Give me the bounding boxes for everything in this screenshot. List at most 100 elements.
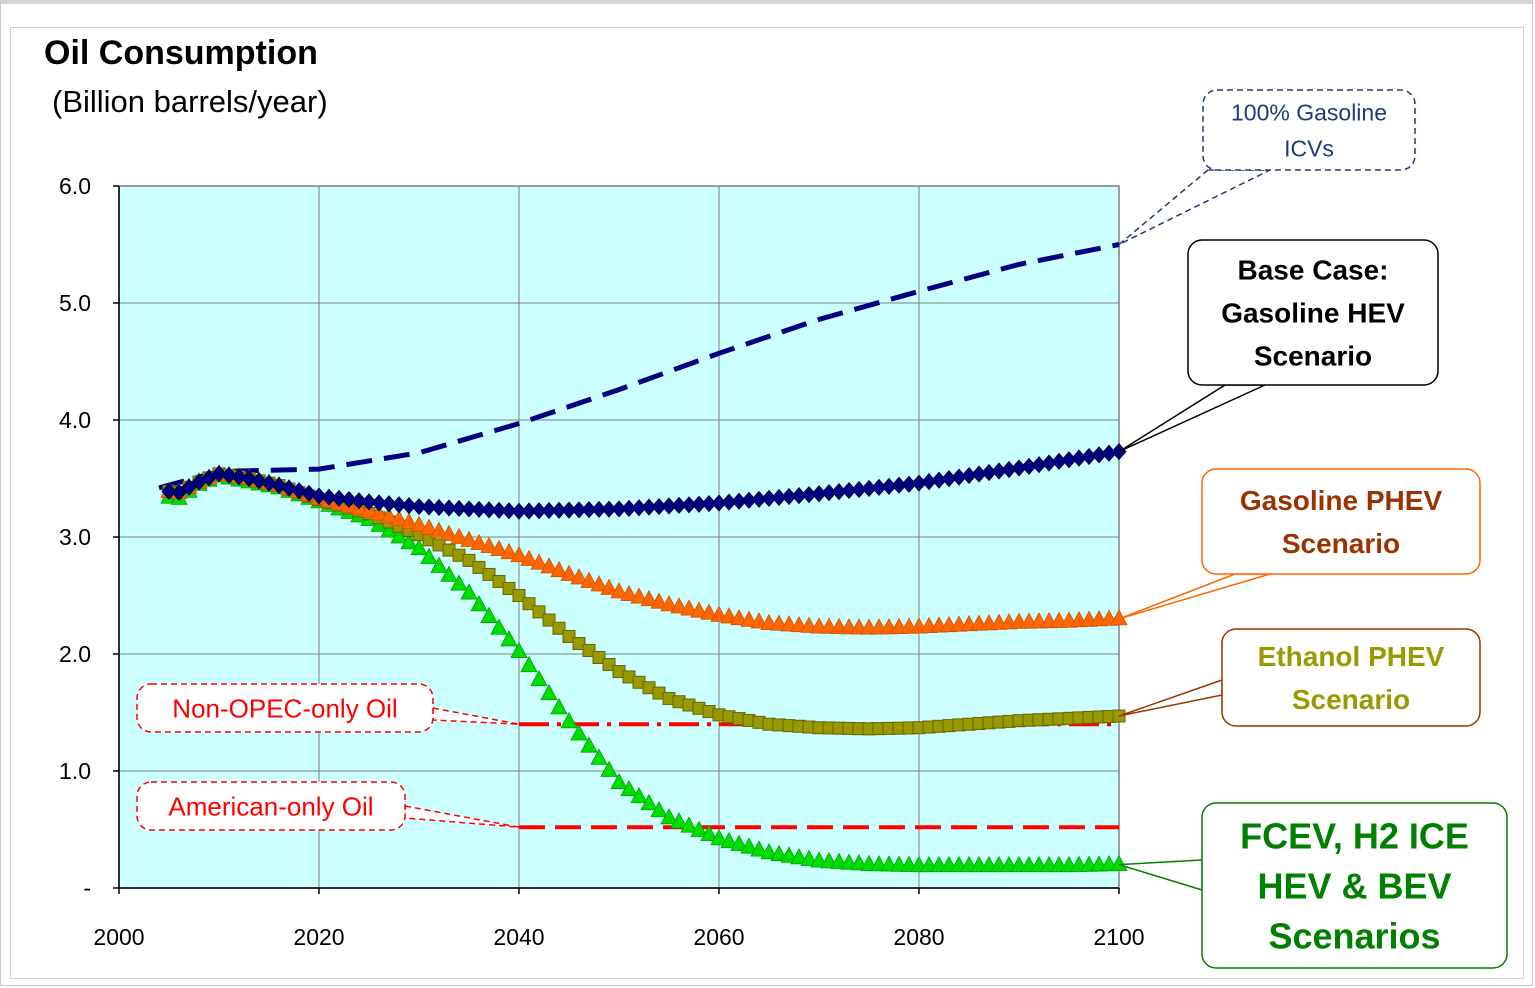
data-point [492, 574, 506, 588]
data-point [572, 636, 586, 650]
data-point [512, 589, 526, 602]
y-tick-label: 3.0 [59, 524, 91, 550]
callout-pointer [1118, 573, 1271, 620]
callout-label: Gasoline HEV [1221, 298, 1405, 329]
data-point [171, 483, 187, 502]
data-point [450, 574, 468, 591]
data-point [482, 567, 496, 581]
callout-label: Scenarios [1268, 915, 1440, 956]
data-point [381, 495, 397, 513]
data-point [660, 807, 678, 825]
data-point [440, 524, 458, 541]
data-point [630, 786, 648, 804]
callout-box [136, 683, 434, 733]
data-point [460, 583, 478, 600]
callout-label: American-only Oil [168, 791, 373, 821]
callout-label: Scenario [1254, 341, 1372, 372]
data-point [431, 498, 447, 517]
series-fcev [160, 466, 1128, 873]
data-point [710, 605, 728, 622]
data-point [730, 608, 748, 626]
data-point [401, 497, 417, 515]
callout-pointer [1118, 384, 1266, 453]
data-point [341, 490, 357, 509]
data-point [610, 772, 628, 790]
callout-box [1201, 468, 1481, 575]
data-point [530, 553, 548, 570]
data-point [441, 499, 457, 517]
x-tick-label: 2020 [293, 924, 344, 950]
data-point [550, 560, 568, 578]
data-point [400, 532, 418, 550]
data-point [161, 482, 177, 500]
data-point [550, 697, 568, 715]
data-point [680, 599, 698, 616]
data-point [461, 500, 477, 518]
data-point [690, 601, 708, 618]
callout-pointer [1118, 169, 1271, 246]
data-point [411, 497, 427, 516]
data-point [570, 724, 588, 741]
data-point [680, 816, 698, 833]
callout-pointer [1118, 678, 1223, 717]
callout-label: HEV & BEV [1257, 865, 1451, 906]
data-point [211, 465, 227, 483]
data-point [730, 834, 748, 851]
data-point [472, 560, 486, 574]
data-point [670, 597, 688, 614]
data-point [430, 556, 448, 573]
data-point [610, 582, 628, 599]
data-point [590, 575, 608, 592]
data-point [371, 494, 387, 512]
data-point [370, 504, 388, 521]
data-point [421, 498, 437, 516]
data-point [790, 847, 808, 865]
data-point [361, 493, 377, 511]
y-tick-label: 5.0 [59, 290, 91, 316]
y-tick-label: 4.0 [59, 407, 91, 433]
data-point [770, 844, 788, 861]
x-tick-label: 2080 [893, 924, 944, 950]
data-point [502, 581, 516, 595]
data-point [181, 478, 197, 496]
callout-pointer [432, 707, 520, 725]
data-point [491, 501, 507, 519]
data-point [580, 571, 598, 588]
series-line-icv [158, 242, 1120, 491]
data-point [532, 605, 546, 619]
data-point [560, 564, 578, 581]
data-point [500, 542, 518, 560]
callout-5: Non-OPEC-only Oil [136, 683, 520, 733]
data-point [710, 829, 728, 846]
y-tick-label: 2.0 [59, 641, 91, 667]
callout-box [1202, 89, 1416, 171]
callout-1: Base Case: Gasoline HEV Scenario [1118, 239, 1439, 453]
data-point [510, 641, 528, 659]
y-tick-label: - [83, 875, 91, 901]
data-point [740, 837, 758, 854]
data-point [650, 800, 668, 818]
data-point [410, 538, 428, 556]
callout-label: FCEV, H2 ICE [1240, 815, 1469, 856]
data-point [660, 595, 678, 612]
chart-title: Oil Consumption [44, 34, 318, 72]
data-point [420, 518, 438, 535]
data-point [440, 565, 458, 582]
data-point [700, 603, 718, 620]
x-tick-label: 2040 [493, 924, 544, 950]
data-point [600, 578, 618, 595]
callout-box [1201, 802, 1508, 969]
data-point [231, 468, 247, 486]
data-point [500, 630, 518, 647]
data-point [590, 748, 608, 765]
data-point [470, 595, 488, 612]
data-point [391, 496, 407, 514]
data-point [540, 683, 558, 701]
data-point [700, 824, 718, 842]
data-point [490, 618, 508, 635]
data-point [311, 487, 327, 505]
data-point [620, 779, 638, 797]
data-point [760, 843, 778, 860]
data-point [450, 527, 468, 544]
